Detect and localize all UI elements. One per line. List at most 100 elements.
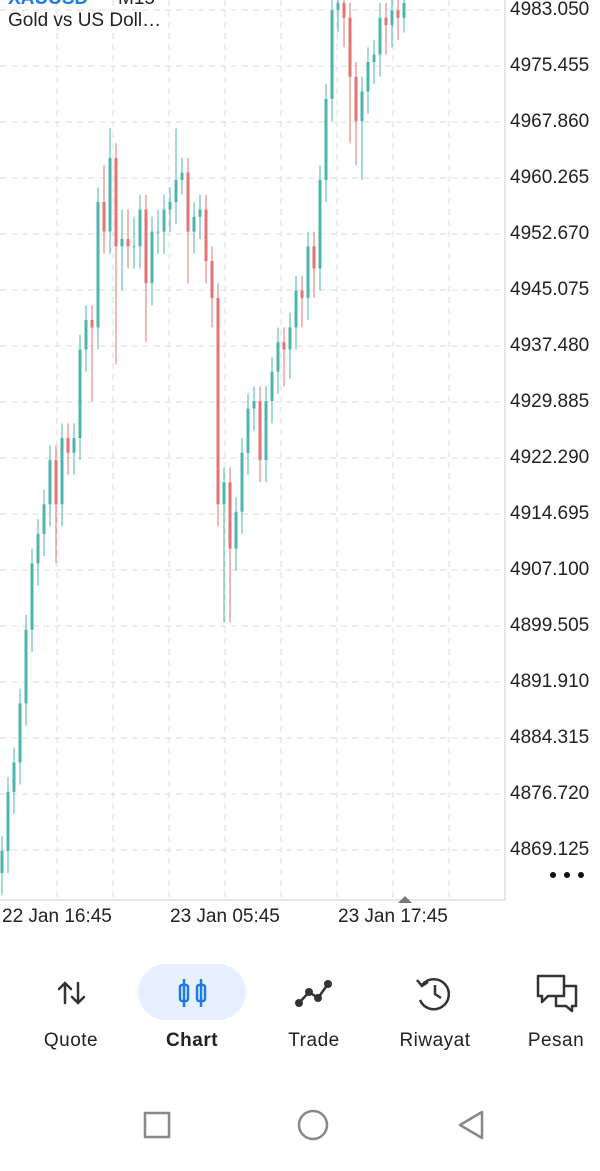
symbol-description: Gold vs US Doll…: [8, 10, 161, 31]
nav-label[interactable]: Pesan: [528, 1030, 584, 1051]
quote-icon: [57, 981, 86, 1005]
nav-label[interactable]: Quote: [44, 1030, 98, 1051]
candle-body: [42, 504, 46, 534]
y-tick-label: 4891.910: [510, 671, 589, 692]
y-tick-label: 4899.505: [510, 615, 589, 636]
candle-body: [234, 511, 238, 549]
candle-body: [336, 3, 340, 11]
candle-body: [72, 438, 76, 453]
candle-body: [156, 231, 160, 233]
candle-body: [246, 408, 250, 453]
candle-body: [342, 3, 346, 18]
bottom-nav: Quote Chart Trade Riwayat Pesan: [44, 1030, 584, 1051]
candle-body: [168, 202, 172, 210]
candle-body: [174, 179, 178, 203]
home-button[interactable]: [297, 1109, 329, 1141]
nav-label[interactable]: Trade: [288, 1030, 339, 1051]
candle-body: [264, 401, 268, 461]
candle-body: [66, 438, 70, 453]
recent-apps-button[interactable]: [143, 1111, 171, 1139]
candle-body: [396, 10, 400, 18]
candle-body: [210, 261, 214, 298]
history-icon: [416, 978, 451, 1011]
candle-body: [186, 172, 190, 232]
candle-body: [222, 482, 226, 505]
candle-body: [258, 401, 262, 461]
trade-icon: [295, 980, 332, 1007]
y-tick-label: 4937.480: [510, 335, 589, 356]
candle-body: [108, 157, 112, 232]
candle-body: [372, 54, 376, 63]
candle-body: [132, 246, 136, 248]
candle-body: [24, 629, 28, 704]
x-tick-label: 23 Jan 17:45: [338, 906, 448, 927]
candle-body: [318, 179, 322, 269]
candle-body: [96, 202, 100, 328]
candle-body: [282, 342, 286, 350]
candle-body: [276, 342, 280, 372]
candle-body: [162, 209, 166, 232]
y-tick-label: 4884.315: [510, 727, 589, 748]
candle-body: [12, 762, 16, 792]
y-tick-label: 4922.290: [510, 447, 589, 468]
y-tick-label: 4929.885: [510, 391, 589, 412]
more-menu[interactable]: [550, 872, 584, 878]
candle-body: [180, 172, 184, 180]
candle-body: [0, 850, 4, 874]
candle-body: [48, 460, 52, 505]
y-tick-label: 4914.695: [510, 503, 589, 524]
candle-body: [360, 91, 364, 121]
candle-body: [60, 438, 64, 505]
y-tick-label: 4983.050: [510, 0, 589, 20]
candle-body: [30, 563, 34, 630]
candle-body: [18, 703, 22, 763]
candle-body: [114, 157, 118, 247]
candle-body: [270, 371, 274, 402]
chart-icon: [178, 979, 207, 1007]
candle-body: [36, 533, 40, 564]
candle-body: [78, 349, 82, 439]
y-tick-label: 4869.125: [510, 839, 589, 860]
symbol: XAUUSD: [8, 0, 88, 9]
x-tick-label: 23 Jan 05:45: [170, 906, 280, 927]
candle-body: [150, 231, 154, 284]
timeframe: M15: [118, 0, 155, 9]
candle-body: [252, 401, 256, 409]
nav-label[interactable]: Chart: [166, 1030, 218, 1051]
candle-body: [288, 327, 292, 350]
back-button[interactable]: [458, 1110, 484, 1140]
candle-body: [216, 297, 220, 505]
x-tick-label: 22 Jan 16:45: [2, 906, 112, 927]
time-marker: [398, 896, 412, 903]
candle-body: [294, 290, 298, 328]
candle-body: [228, 482, 232, 549]
candle-body: [402, 3, 406, 18]
candle-body: [84, 320, 88, 350]
y-tick-label: 4952.670: [510, 223, 589, 244]
candle-body: [90, 320, 94, 328]
active-pill: [138, 964, 246, 1020]
candle-body: [192, 216, 196, 232]
y-tick-label: 4967.860: [510, 111, 589, 132]
candle-body: [312, 246, 316, 269]
candle-body: [384, 17, 388, 26]
y-tick-label: 4960.265: [510, 167, 589, 188]
candle-body: [240, 452, 244, 512]
grid: [0, 0, 505, 900]
candle-body: [390, 10, 394, 26]
candle-body: [102, 202, 106, 232]
candle-body: [306, 246, 310, 298]
y-tick-label: 4975.455: [510, 55, 589, 76]
nav-label[interactable]: Riwayat: [399, 1030, 470, 1051]
candle-body: [330, 10, 334, 99]
candle-body: [138, 209, 142, 247]
candle-body: [6, 791, 10, 851]
messages-icon: [536, 974, 578, 1013]
candle-body: [348, 17, 352, 77]
candle-body: [366, 62, 370, 92]
y-tick-label: 4907.100: [510, 559, 589, 580]
candle-body: [54, 460, 58, 505]
candle-body: [324, 98, 328, 180]
